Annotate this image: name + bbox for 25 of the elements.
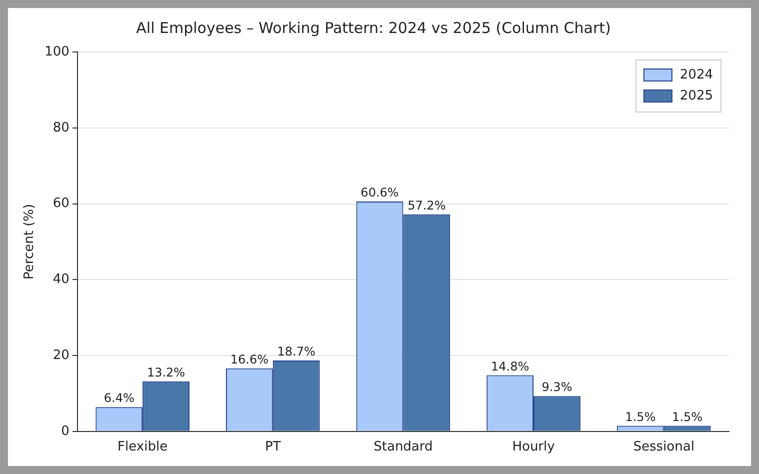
y-tick-label: 20 bbox=[52, 348, 70, 363]
data-label: 57.2% bbox=[408, 198, 446, 213]
y-tick-label: 40 bbox=[52, 272, 70, 288]
x-tick-label: PT bbox=[265, 440, 281, 455]
data-label: 13.2% bbox=[146, 365, 186, 380]
y-tick-label: 60 bbox=[52, 196, 70, 212]
x-tick-label: Flexible bbox=[118, 440, 168, 455]
x-tick-label: Hourly bbox=[512, 440, 556, 455]
y-tick-label: 0 bbox=[61, 424, 70, 439]
y-tick-label: 80 bbox=[52, 120, 70, 136]
data-label: 9.3% bbox=[542, 380, 572, 394]
y-axis-title: Percent (%) bbox=[22, 204, 38, 280]
y-tick-label: 100 bbox=[44, 44, 70, 60]
x-tick-label: Sessional bbox=[633, 440, 694, 455]
data-label: 1.5% bbox=[672, 410, 703, 424]
legend-label: 2025 bbox=[680, 88, 714, 104]
legend-label: 2024 bbox=[680, 67, 714, 82]
data-label: 1.5% bbox=[625, 410, 656, 424]
data-label: 6.4% bbox=[104, 391, 134, 406]
x-tick-label: Standard bbox=[374, 440, 433, 455]
data-label: 18.7% bbox=[277, 344, 316, 359]
data-label: 14.8% bbox=[491, 359, 530, 374]
data-label: 16.6% bbox=[230, 352, 268, 367]
data-label: 60.6% bbox=[360, 186, 399, 200]
chart-title: All Employees – Working Pattern: 2024 vs 2025 (Column Chart) bbox=[136, 18, 611, 37]
